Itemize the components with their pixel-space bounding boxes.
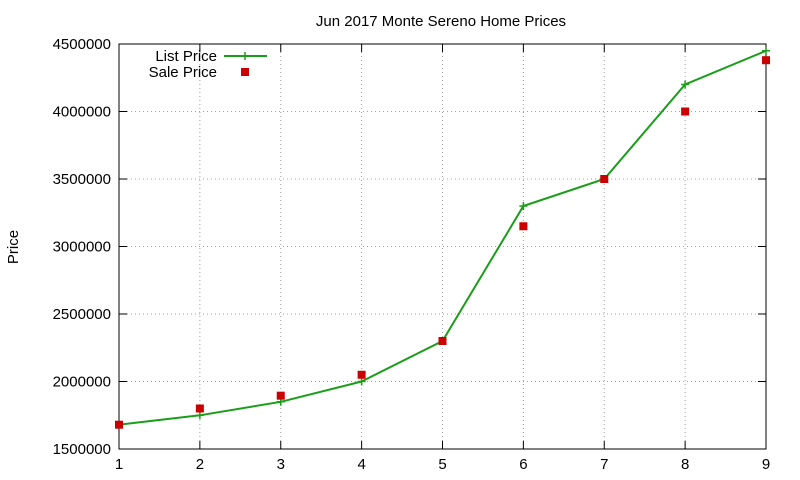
y-axis-label: Price — [5, 230, 22, 264]
chart-title: Jun 2017 Monte Sereno Home Prices — [316, 13, 566, 30]
series-marks — [115, 46, 770, 429]
list-price-point — [519, 202, 528, 210]
list-price-point — [762, 46, 770, 55]
y-tick-label: 3000000 — [53, 239, 111, 256]
list-price-point — [195, 411, 204, 420]
sale-price-point — [600, 175, 609, 183]
legend-swatch-sale-price — [241, 68, 249, 76]
plot-border — [118, 43, 767, 450]
legend-label-sale-price: Sale Price — [149, 64, 217, 81]
y-tick-label: 4500000 — [53, 36, 111, 53]
list-price-point — [357, 377, 366, 386]
legend-label-list-price: List Price — [155, 48, 217, 65]
x-tick-label: 4 — [357, 456, 365, 473]
list-price-point — [681, 80, 690, 89]
sale-price-point — [357, 370, 366, 379]
x-tick-label: 9 — [762, 456, 770, 473]
sale-price-point — [115, 420, 123, 429]
sale-price-point — [762, 56, 770, 65]
sale-price-point — [681, 107, 690, 116]
plot-frame: 1500000 2000000 2500000 3000000 3500000 40000… — [53, 36, 771, 473]
sale-price-point — [276, 391, 285, 400]
x-tick-label: 3 — [277, 456, 285, 473]
x-tick-label: 7 — [600, 456, 608, 473]
y-tick-label: 1500000 — [53, 441, 111, 458]
x-tick-label: 2 — [196, 456, 204, 473]
sale-price-point — [519, 222, 528, 231]
x-tick-label: 1 — [115, 456, 123, 473]
y-tick-label: 2500000 — [53, 306, 111, 323]
sale-price-point — [438, 337, 447, 345]
x-tick-label: 8 — [681, 456, 689, 473]
y-tick-label: 4000000 — [53, 104, 111, 121]
x-tick-label: 5 — [438, 456, 446, 473]
y-tick-label: 2000000 — [53, 374, 111, 391]
legend-marker-list-price — [241, 52, 249, 60]
y-tick-label: 3500000 — [53, 171, 111, 188]
x-tick-label: 6 — [519, 456, 527, 473]
sale-price-point — [195, 404, 204, 413]
